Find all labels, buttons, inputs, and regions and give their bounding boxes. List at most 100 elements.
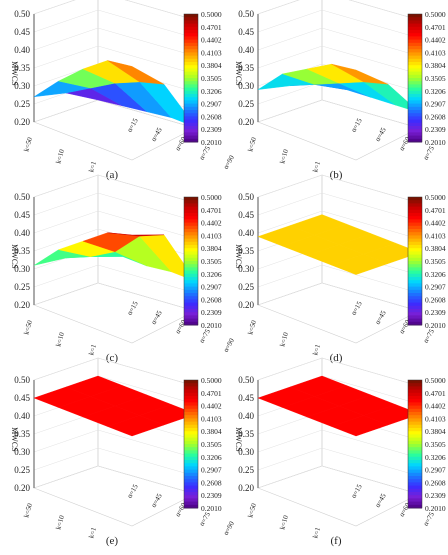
colorbar-swatch — [408, 299, 422, 304]
colorbar-swatch — [408, 267, 422, 272]
z-tick-label: 0.35 — [238, 429, 254, 439]
colorbar-tick-label: 0.3804 — [201, 244, 222, 253]
colorbar-swatch — [408, 126, 422, 130]
colorbar-swatch — [408, 55, 422, 60]
colorbar-swatch — [184, 412, 198, 416]
colorbar-swatch — [184, 23, 198, 28]
colorbar-swatch — [408, 444, 422, 448]
colorbar-swatch — [184, 472, 198, 477]
colorbar-swatch — [184, 463, 198, 467]
colorbar-tick-label: 0.2907 — [201, 283, 222, 292]
colorbar-swatch — [184, 238, 198, 243]
colorbar-swatch — [184, 222, 198, 227]
colorbar: 0.5000 0.4701 0.4402 0.4103 0.3804 0.3505 0.32… — [407, 10, 446, 147]
colorbar-swatch — [184, 33, 198, 37]
colorbar-swatch — [408, 42, 422, 47]
colorbar-swatch — [408, 97, 422, 101]
z-tick-label: 0.35 — [14, 63, 30, 73]
colorbar-swatch — [408, 412, 422, 416]
colorbar-tick-label: 0.2907 — [201, 100, 222, 109]
alpha-tick-label: α=15 — [125, 300, 139, 317]
colorbar-swatch — [408, 402, 422, 407]
colorbar-tick-label: 0.3804 — [425, 427, 446, 436]
colorbar-swatch — [408, 129, 422, 133]
z-gridline — [33, 447, 196, 477]
colorbar-swatch — [184, 440, 198, 445]
z-tick-label: 0.30 — [14, 81, 30, 91]
colorbar-swatch — [408, 485, 422, 490]
colorbar-swatch — [184, 203, 198, 208]
colorbar-swatch — [408, 119, 422, 124]
colorbar-swatch — [408, 504, 422, 509]
colorbar-swatch — [408, 116, 422, 121]
colorbar-swatch — [408, 36, 422, 41]
colorbar-swatch — [184, 444, 198, 448]
colorbar-swatch — [408, 456, 422, 461]
colorbar-swatch — [408, 498, 422, 503]
colorbar-tick-label: 0.3505 — [201, 74, 222, 83]
colorbar-swatch — [408, 232, 422, 236]
k-tick-label: k=50 — [22, 502, 34, 519]
colorbar-tick-label: 0.2010 — [201, 321, 222, 330]
z-tick-label: 0.20 — [238, 300, 254, 310]
colorbar-swatch — [184, 119, 198, 124]
colorbar-tick-label: 0.3206 — [425, 453, 446, 462]
colorbar-swatch — [184, 431, 198, 435]
colorbar-swatch — [408, 415, 422, 419]
colorbar-frame — [407, 13, 423, 143]
z-tick-label: 0.20 — [238, 483, 254, 493]
colorbar-swatch — [408, 219, 422, 224]
wall — [257, 0, 323, 123]
alpha-tick-label: α=90 — [222, 154, 236, 171]
colorbar-tick-label: 0.2309 — [201, 491, 222, 500]
colorbar-swatch — [184, 126, 198, 130]
colorbar-swatch — [408, 248, 422, 252]
colorbar-swatch — [408, 273, 422, 278]
colorbar-tick-label: 0.2010 — [425, 138, 446, 147]
colorbar-swatch — [408, 280, 422, 284]
surface — [33, 60, 197, 128]
colorbar-swatch — [408, 113, 422, 117]
colorbar-swatch — [184, 402, 198, 407]
colorbar-swatch — [408, 450, 422, 455]
colorbar-swatch — [184, 299, 198, 304]
alpha-tick-label: α=15 — [125, 483, 139, 500]
colorbar-swatch — [184, 321, 198, 326]
surface — [33, 232, 197, 282]
colorbar-swatch — [184, 251, 198, 256]
chart-panel-d: 0.20 0.25 0.30 0.35 0.40 0.45 0.50 MWCS α=15 α=45… — [234, 174, 448, 364]
colorbar-tick-label: 0.3505 — [201, 257, 222, 266]
colorbar-swatch — [184, 55, 198, 60]
colorbar-swatch — [184, 135, 198, 140]
colorbar-tick-label: 0.4402 — [425, 36, 446, 45]
colorbar: 0.5000 0.4701 0.4402 0.4103 0.3804 0.3505 0.32… — [183, 10, 222, 147]
colorbar-tick-label: 0.3206 — [201, 87, 222, 96]
z-tick-label: 0.20 — [238, 117, 254, 127]
colorbar-swatch — [184, 110, 198, 114]
colorbar-tick-label: 0.4701 — [425, 206, 446, 215]
alpha-tick-label: α=15 — [349, 117, 363, 134]
colorbar-swatch — [184, 315, 198, 320]
colorbar-tick-label: 0.3804 — [201, 427, 222, 436]
k-tick-label: k=50 — [22, 319, 34, 336]
colorbar-swatch — [184, 216, 198, 220]
colorbar-frame — [183, 379, 199, 509]
z-axis-label: MWCS — [234, 427, 243, 451]
colorbar-swatch — [408, 309, 422, 313]
colorbar-swatch — [408, 200, 422, 204]
colorbar-swatch — [408, 312, 422, 316]
colorbar-tick-label: 0.4103 — [425, 48, 446, 57]
colorbar-tick-label: 0.4701 — [201, 389, 222, 398]
colorbar-frame — [407, 379, 423, 509]
colorbar-tick-label: 0.4402 — [201, 402, 222, 411]
z-tick-label: 0.40 — [238, 45, 254, 55]
colorbar-swatch — [184, 106, 198, 111]
surface-cell — [107, 232, 165, 237]
colorbar-swatch — [408, 238, 422, 243]
colorbar-swatch — [184, 492, 198, 496]
colorbar-swatch — [408, 138, 422, 143]
alpha-tick-label: α=15 — [125, 117, 139, 134]
z-gridline — [257, 210, 420, 240]
box-walls — [33, 174, 196, 344]
